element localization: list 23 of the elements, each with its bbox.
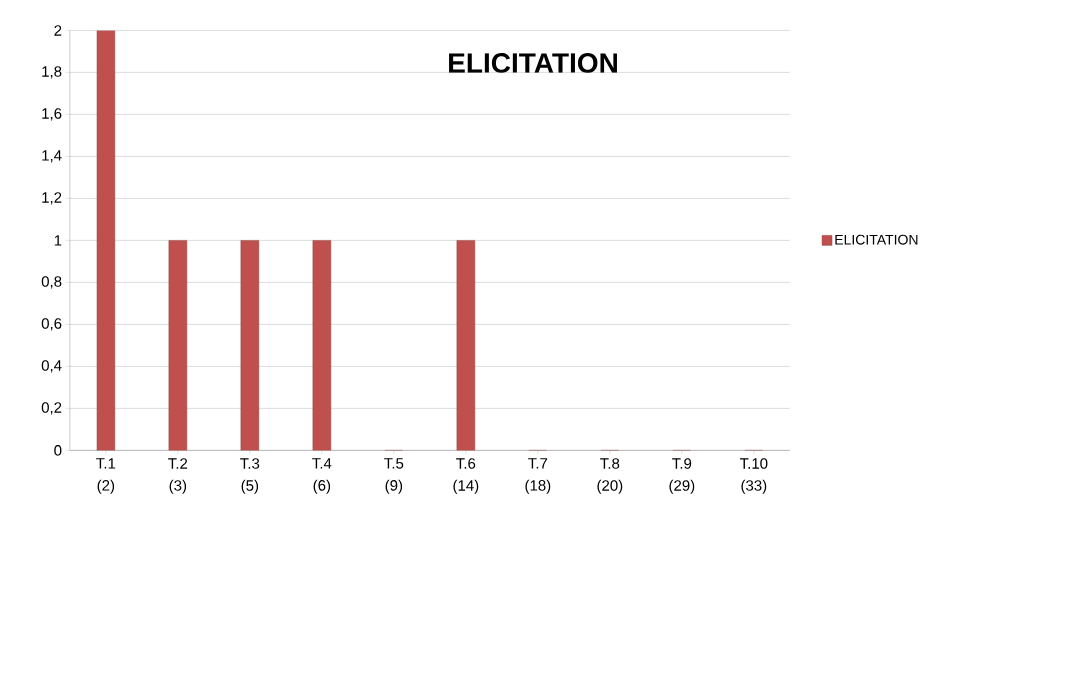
x-tick-label: T.4 (6) xyxy=(312,458,332,494)
x-tick-label: T.9 (29) xyxy=(669,458,695,494)
x-tick-label: T.3 (5) xyxy=(240,458,260,494)
y-tick-label: 1,6 xyxy=(42,108,62,121)
y-tick-label: 0,2 xyxy=(41,402,62,415)
y-tick-label: 1 xyxy=(54,235,62,246)
x-tick-label: T.5 (9) xyxy=(384,458,404,494)
y-tick-label: 1,2 xyxy=(42,192,62,205)
y-tick-label: 0,8 xyxy=(41,276,62,289)
x-tick-label: T.2 (3) xyxy=(168,458,188,494)
y-tick-label: 0 xyxy=(54,445,62,456)
y-tick-label: 1,4 xyxy=(42,150,62,163)
y-tick-label: 2 xyxy=(54,25,62,36)
legend-label: ELICITATION xyxy=(835,234,918,245)
x-tick-label: T.10 (33) xyxy=(740,458,768,494)
y-tick-label: 0,6 xyxy=(41,318,62,331)
x-tick-label: T.1 (2) xyxy=(96,458,116,494)
x-tick-label: T.7 (18) xyxy=(525,458,551,494)
text: ELICITATION xyxy=(449,53,617,73)
x-tick-label: T.8 (20) xyxy=(597,458,623,494)
y-tick-label: 1,8 xyxy=(42,66,62,79)
x-tick-label: T.6 (14) xyxy=(453,458,479,494)
y-tick-label: 0,4 xyxy=(41,360,62,373)
